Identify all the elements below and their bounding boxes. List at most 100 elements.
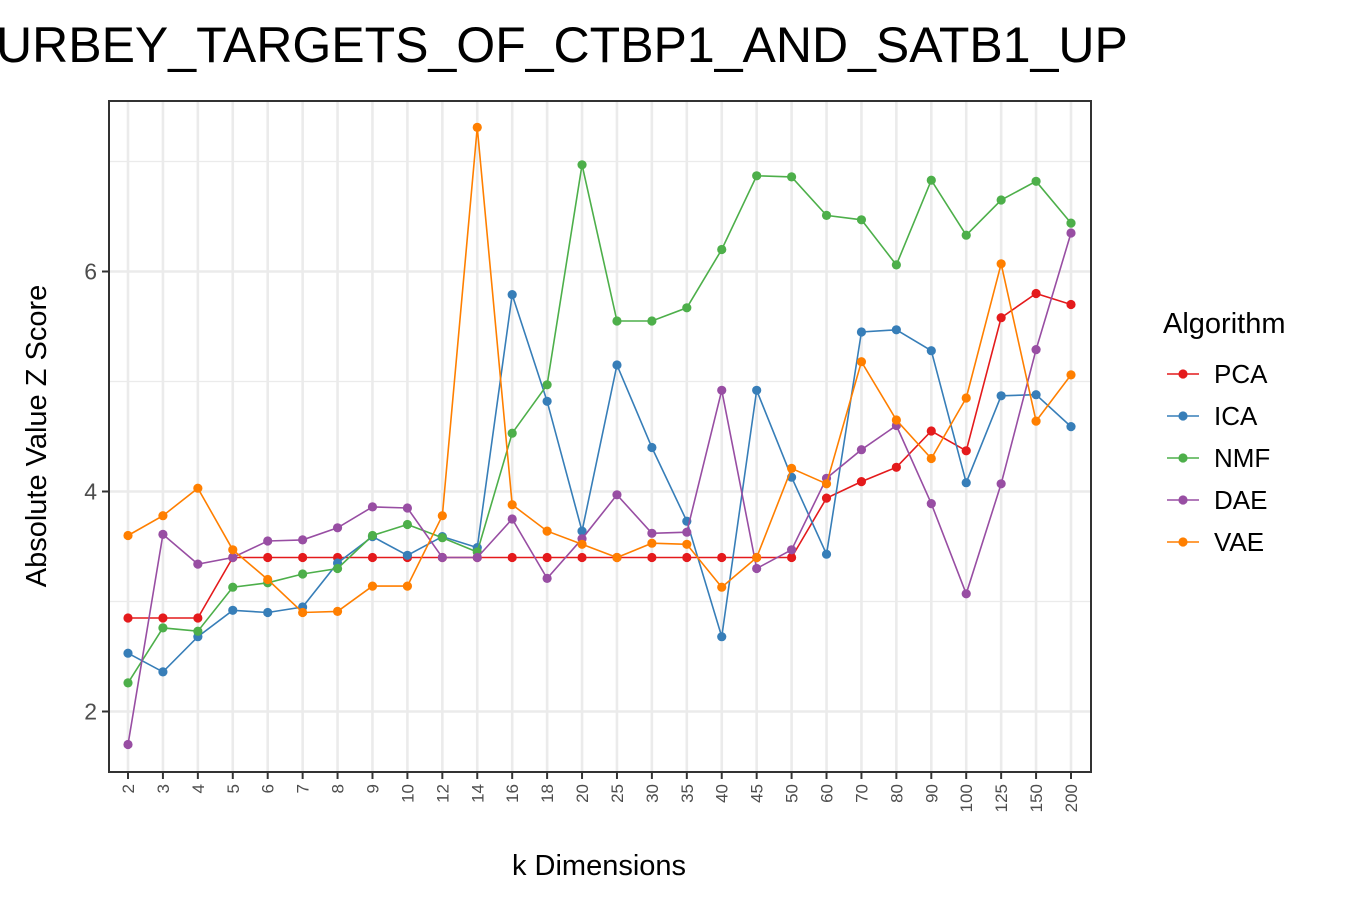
data-point-nmf — [612, 316, 622, 326]
data-point-dae — [437, 552, 447, 563]
x-axis: 2 3 4 5 6 7 8 9 10 12 14 16 18 20 25 30 35 40 45 50 60 70 80 90… — [119, 772, 1081, 812]
data-point-pca — [821, 493, 832, 503]
series-layer — [123, 122, 1076, 750]
series-line-pca — [128, 292, 1072, 619]
data-point-dae — [856, 445, 867, 455]
data-point-nmf — [577, 160, 587, 170]
data-point-vae — [682, 539, 692, 549]
data-point-nmf — [367, 530, 378, 541]
data-point-nmf — [821, 210, 832, 220]
legend-item-ica: ICA — [1167, 401, 1258, 431]
data-point-vae — [821, 479, 832, 489]
data-point-nmf — [228, 582, 238, 592]
x-tick-label: 3 — [154, 784, 173, 793]
x-tick-label: 35 — [678, 784, 697, 803]
data-point-ica — [996, 391, 1006, 401]
data-point-dae — [612, 490, 622, 500]
data-point-vae — [996, 259, 1006, 269]
data-point-vae — [437, 511, 447, 521]
data-point-pca — [926, 426, 936, 436]
y-axis-title: Absolute Value Z Score — [21, 285, 53, 588]
data-point-dae — [193, 559, 203, 569]
data-point-dae — [158, 529, 168, 540]
x-tick-label: 14 — [468, 784, 487, 803]
data-point-vae — [786, 463, 797, 473]
legend-key-point — [1178, 369, 1188, 379]
x-tick-label: 50 — [783, 784, 802, 803]
data-point-vae — [472, 122, 482, 132]
x-tick-label: 2 — [119, 784, 138, 793]
data-point-nmf — [298, 569, 308, 579]
data-point-nmf — [542, 380, 552, 390]
x-tick-label: 125 — [992, 784, 1011, 812]
data-point-nmf — [332, 563, 343, 574]
x-tick-label: 45 — [748, 784, 767, 803]
data-point-ica — [612, 360, 622, 370]
data-point-dae — [402, 503, 413, 513]
x-tick-label: 8 — [329, 784, 348, 793]
x-tick-label: 5 — [224, 784, 243, 793]
legend-item-dae: DAE — [1167, 485, 1267, 515]
data-point-vae — [961, 393, 971, 403]
data-point-ica — [717, 632, 727, 642]
data-point-ica — [123, 648, 133, 658]
data-point-pca — [647, 552, 657, 563]
data-point-dae — [228, 552, 238, 563]
data-point-pca — [367, 552, 378, 563]
data-point-dae — [1066, 228, 1076, 238]
data-point-nmf — [647, 316, 657, 326]
data-point-dae — [263, 536, 273, 546]
series-dae — [123, 228, 1076, 750]
data-point-vae — [647, 538, 657, 548]
data-point-vae — [332, 606, 343, 617]
data-point-nmf — [996, 195, 1006, 205]
x-tick-label: 90 — [922, 784, 941, 803]
legend-key-point — [1178, 495, 1188, 505]
data-point-vae — [612, 552, 622, 563]
legend-item-nmf: NMF — [1167, 443, 1270, 473]
x-tick-label: 10 — [398, 784, 417, 803]
x-tick-label: 80 — [887, 784, 906, 803]
data-point-nmf — [717, 244, 727, 255]
data-point-pca — [542, 552, 552, 563]
x-tick-label: 18 — [538, 784, 557, 803]
x-tick-label: 16 — [503, 784, 522, 803]
y-axis: 2 4 6 — [84, 259, 109, 725]
x-tick-label: 40 — [713, 784, 732, 803]
x-tick-label: 25 — [608, 784, 627, 803]
data-point-nmf — [402, 519, 413, 530]
x-tick-label: 60 — [818, 784, 837, 803]
data-point-nmf — [926, 175, 936, 185]
data-point-nmf — [682, 303, 692, 313]
x-tick-label: 20 — [573, 784, 592, 803]
legend-key-point — [1178, 453, 1188, 463]
legend-item-vae: VAE — [1167, 527, 1264, 557]
data-point-ica — [647, 442, 657, 453]
x-tick-label: 9 — [363, 784, 382, 793]
x-tick-label: 30 — [643, 784, 662, 803]
data-point-pca — [1031, 288, 1041, 299]
x-tick-label: 100 — [957, 784, 976, 812]
y-tick-label: 6 — [84, 259, 97, 285]
x-tick-label: 200 — [1062, 784, 1081, 812]
data-point-ica — [926, 346, 936, 356]
data-point-nmf — [437, 533, 447, 543]
legend-label: ICA — [1214, 401, 1258, 431]
legend-label: DAE — [1214, 485, 1267, 515]
data-point-ica — [228, 605, 238, 615]
data-point-nmf — [961, 230, 971, 240]
data-point-vae — [1066, 370, 1076, 380]
data-point-pca — [1066, 299, 1076, 310]
data-point-pca — [193, 613, 203, 623]
legend-label: PCA — [1214, 359, 1268, 389]
chart-title: URBEY_TARGETS_OF_CTBP1_AND_SATB1_UP — [0, 17, 1128, 73]
data-point-vae — [402, 581, 413, 591]
data-point-nmf — [752, 171, 762, 181]
data-point-nmf — [507, 428, 517, 438]
data-point-pca — [682, 552, 692, 563]
data-point-vae — [507, 500, 517, 510]
data-point-dae — [752, 563, 762, 574]
x-axis-title: k Dimensions — [512, 850, 686, 882]
data-point-pca — [961, 446, 971, 456]
